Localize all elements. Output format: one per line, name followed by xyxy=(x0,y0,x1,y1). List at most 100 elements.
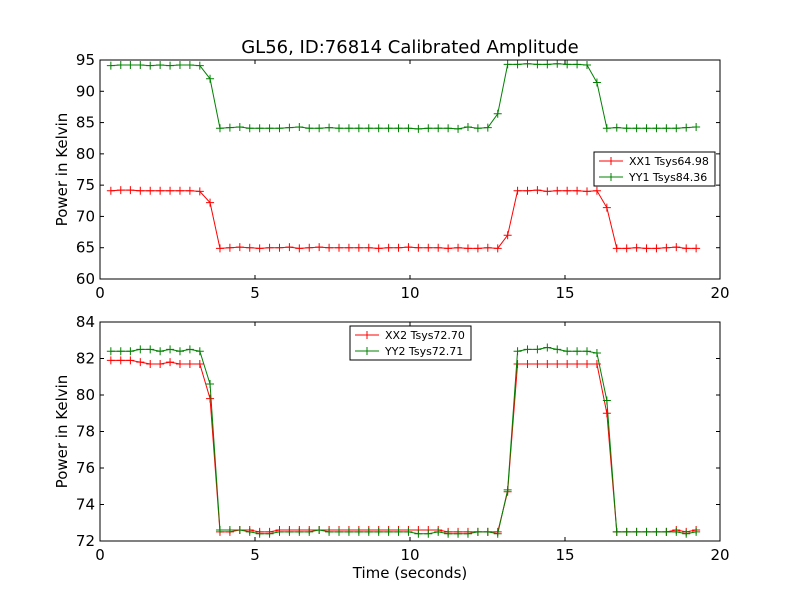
data-point xyxy=(662,124,671,133)
data-point xyxy=(195,61,204,70)
data-point xyxy=(563,60,572,69)
data-point xyxy=(185,61,194,70)
data-point xyxy=(592,78,601,87)
data-point xyxy=(116,347,125,356)
data-point xyxy=(146,186,155,195)
data-point xyxy=(483,527,492,536)
data-point xyxy=(116,186,125,195)
data-point xyxy=(295,244,304,253)
data-point xyxy=(662,243,671,252)
data-point xyxy=(245,527,254,536)
data-point xyxy=(454,124,463,133)
series-line-2 xyxy=(110,347,697,535)
data-point xyxy=(166,345,175,354)
data-point xyxy=(126,356,135,365)
legend-label: XX1 Tsys64.98 xyxy=(629,155,709,168)
data-point xyxy=(185,359,194,368)
data-point xyxy=(394,527,403,536)
data-point xyxy=(275,124,284,133)
data-point xyxy=(295,527,304,536)
data-point xyxy=(642,527,651,536)
data-point xyxy=(215,124,224,133)
data-point xyxy=(662,527,671,536)
data-point xyxy=(156,61,165,70)
y-tick-label: 82 xyxy=(76,350,95,368)
data-point xyxy=(592,349,601,358)
legend-box xyxy=(593,151,716,187)
data-point xyxy=(424,243,433,252)
data-point xyxy=(622,124,631,133)
y-tick-label: 84 xyxy=(76,313,95,331)
data-point xyxy=(175,347,184,356)
data-point xyxy=(682,244,691,253)
data-point xyxy=(215,244,224,253)
data-point xyxy=(126,347,135,356)
data-point xyxy=(473,527,482,536)
data-point xyxy=(434,243,443,252)
data-point xyxy=(672,527,681,536)
data-point xyxy=(166,358,175,367)
data-point xyxy=(523,345,532,354)
data-point xyxy=(166,186,175,195)
data-point xyxy=(563,359,572,368)
data-point xyxy=(136,358,145,367)
data-point xyxy=(454,243,463,252)
data-point xyxy=(295,122,304,131)
data-point xyxy=(573,186,582,195)
data-point xyxy=(612,244,621,253)
data-point xyxy=(692,244,701,253)
y-tick-label: 80 xyxy=(76,145,95,163)
data-point xyxy=(275,527,284,536)
data-point xyxy=(543,60,552,69)
data-point xyxy=(424,529,433,538)
data-point xyxy=(325,243,334,252)
data-point xyxy=(463,122,472,131)
data-point xyxy=(622,527,631,536)
data-point xyxy=(424,124,433,133)
data-point xyxy=(573,60,582,69)
y-tick-label: 85 xyxy=(76,114,95,132)
data-point xyxy=(583,187,592,196)
data-point xyxy=(384,124,393,133)
data-point xyxy=(602,124,611,133)
data-point xyxy=(602,203,611,212)
data-point xyxy=(563,347,572,356)
data-point xyxy=(414,124,423,133)
legend: XX1 Tsys64.98 YY1 Tsys84.36 xyxy=(593,151,716,187)
data-point xyxy=(354,243,363,252)
data-point xyxy=(106,61,115,70)
data-point xyxy=(146,359,155,368)
data-point xyxy=(672,243,681,252)
data-point xyxy=(513,60,522,69)
legend-marker xyxy=(363,347,371,355)
data-point xyxy=(672,124,681,133)
data-point xyxy=(553,345,562,354)
data-point xyxy=(106,186,115,195)
data-point xyxy=(275,243,284,252)
data-point xyxy=(335,243,344,252)
data-point xyxy=(354,124,363,133)
data-point xyxy=(325,123,334,132)
y-tick-label: 78 xyxy=(76,423,95,441)
data-point xyxy=(146,61,155,70)
data-point xyxy=(215,526,224,535)
data-point xyxy=(394,124,403,133)
data-point xyxy=(235,243,244,252)
data-point xyxy=(156,359,165,368)
data-point xyxy=(175,359,184,368)
data-point xyxy=(255,124,264,133)
data-point xyxy=(682,529,691,538)
data-point xyxy=(364,527,373,536)
legend-marker xyxy=(607,173,615,181)
data-point xyxy=(305,243,314,252)
y-tick-label: 95 xyxy=(76,51,95,69)
data-point xyxy=(483,243,492,252)
data-point xyxy=(523,186,532,195)
data-point xyxy=(404,527,413,536)
legend-box xyxy=(349,325,472,361)
y-tick-label: 74 xyxy=(76,496,95,514)
data-point xyxy=(573,347,582,356)
data-point xyxy=(632,124,641,133)
data-point xyxy=(136,186,145,195)
